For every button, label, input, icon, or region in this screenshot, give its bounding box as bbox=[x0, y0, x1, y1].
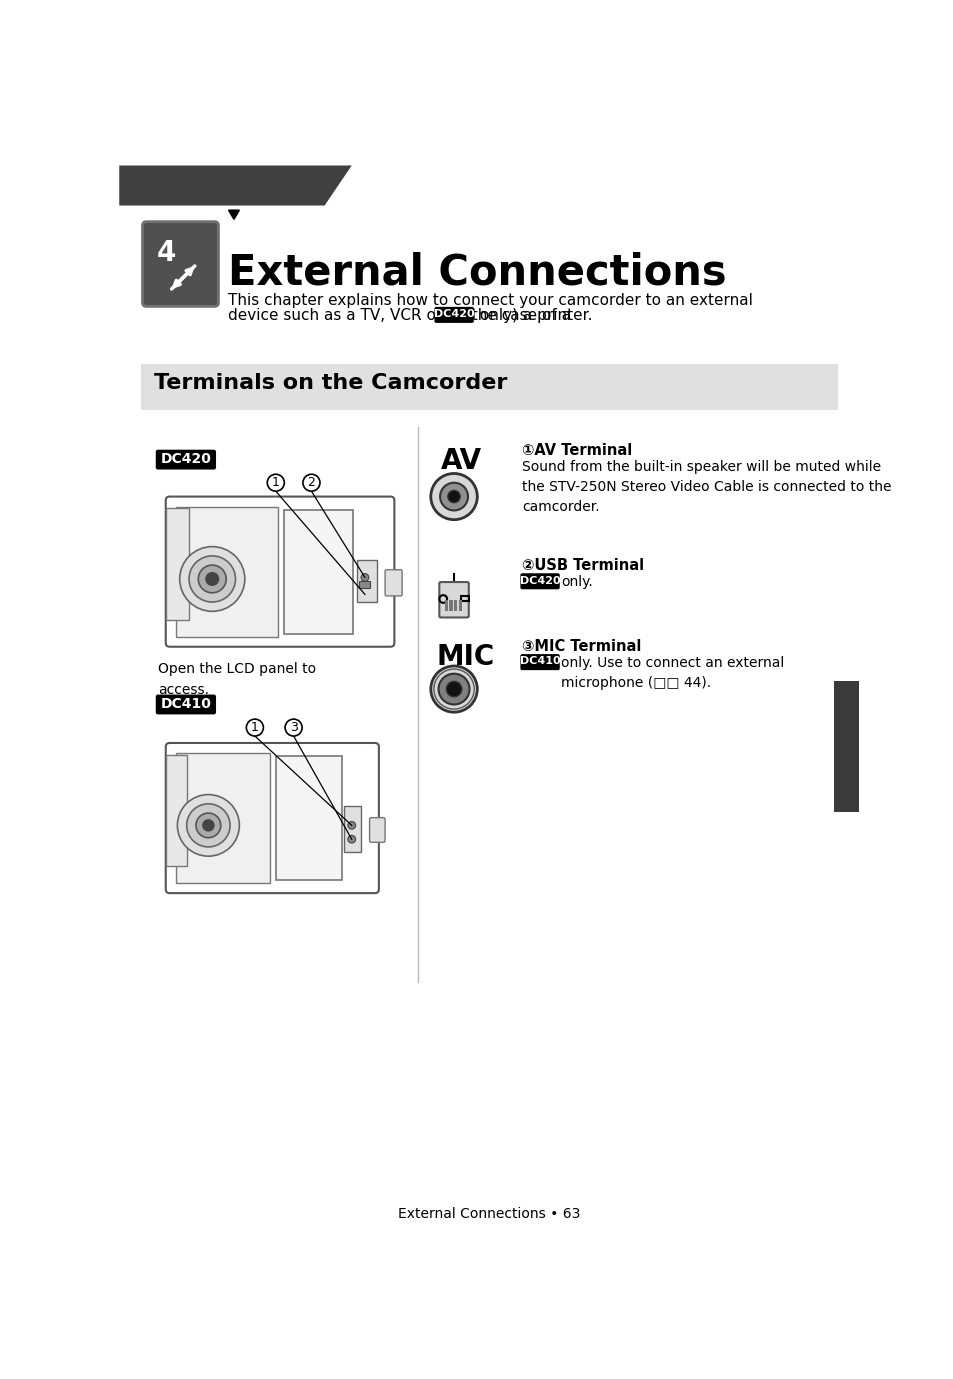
Circle shape bbox=[203, 821, 213, 830]
Text: DC410: DC410 bbox=[160, 696, 212, 710]
Circle shape bbox=[446, 681, 461, 696]
Bar bbox=[444, 600, 447, 611]
Text: 1: 1 bbox=[251, 721, 258, 734]
Text: 3: 3 bbox=[290, 721, 297, 734]
Bar bbox=[833, 681, 858, 812]
FancyBboxPatch shape bbox=[439, 582, 468, 618]
Bar bbox=[454, 600, 456, 611]
Text: only. Use to connect an external
microphone (□□ 44).: only. Use to connect an external microph… bbox=[560, 656, 783, 690]
Text: DC420: DC420 bbox=[160, 452, 212, 466]
Bar bbox=[344, 807, 360, 852]
FancyBboxPatch shape bbox=[520, 574, 558, 589]
Circle shape bbox=[177, 794, 239, 856]
Circle shape bbox=[198, 565, 226, 593]
Text: only.: only. bbox=[560, 575, 592, 589]
Text: AV: AV bbox=[440, 447, 481, 474]
Text: 2: 2 bbox=[307, 476, 315, 490]
Text: 4: 4 bbox=[157, 240, 176, 268]
Text: Terminals on the Camcorder: Terminals on the Camcorder bbox=[154, 374, 507, 393]
Text: Sound from the built-in speaker will be muted while
the STV-250N Stereo Video Ca: Sound from the built-in speaker will be … bbox=[521, 459, 891, 514]
Circle shape bbox=[348, 822, 355, 829]
FancyBboxPatch shape bbox=[369, 818, 385, 843]
Text: External Connections: External Connections bbox=[228, 252, 725, 294]
Text: External Connections • 63: External Connections • 63 bbox=[397, 1207, 579, 1222]
Bar bbox=[449, 600, 452, 611]
Text: This chapter explains how to connect your camcorder to an external: This chapter explains how to connect you… bbox=[228, 292, 752, 308]
Polygon shape bbox=[229, 210, 239, 219]
Text: ①AV Terminal: ①AV Terminal bbox=[521, 443, 632, 458]
Text: Open the LCD panel to
access.: Open the LCD panel to access. bbox=[158, 662, 315, 696]
Circle shape bbox=[303, 474, 319, 491]
FancyBboxPatch shape bbox=[435, 308, 473, 323]
Circle shape bbox=[431, 666, 476, 712]
Bar bbox=[166, 754, 187, 866]
Bar bbox=[175, 506, 278, 637]
Circle shape bbox=[439, 483, 468, 510]
FancyBboxPatch shape bbox=[156, 451, 215, 469]
Bar bbox=[458, 600, 461, 611]
Bar bbox=[275, 756, 341, 880]
Bar bbox=[356, 560, 376, 603]
Text: DC410: DC410 bbox=[519, 656, 559, 666]
Circle shape bbox=[438, 674, 469, 705]
Circle shape bbox=[360, 574, 369, 582]
Text: device such as a TV, VCR or (in the case of a: device such as a TV, VCR or (in the case… bbox=[228, 308, 575, 323]
FancyBboxPatch shape bbox=[520, 655, 558, 669]
Text: 1: 1 bbox=[272, 476, 279, 490]
Circle shape bbox=[267, 474, 284, 491]
Circle shape bbox=[179, 546, 245, 611]
Bar bbox=[283, 510, 353, 633]
Circle shape bbox=[206, 572, 218, 585]
Circle shape bbox=[189, 556, 235, 603]
Text: only) a printer.: only) a printer. bbox=[475, 308, 592, 323]
FancyBboxPatch shape bbox=[166, 496, 394, 647]
Circle shape bbox=[246, 718, 263, 736]
Polygon shape bbox=[119, 165, 352, 205]
Bar bbox=[141, 364, 838, 411]
Bar bbox=[166, 507, 189, 619]
Circle shape bbox=[285, 718, 302, 736]
Circle shape bbox=[431, 473, 476, 520]
Bar bbox=[175, 753, 270, 883]
Bar bbox=[359, 581, 370, 589]
Text: DC420: DC420 bbox=[519, 575, 559, 586]
FancyBboxPatch shape bbox=[156, 695, 215, 714]
Circle shape bbox=[348, 836, 355, 843]
FancyBboxPatch shape bbox=[385, 570, 402, 596]
Text: ③MIC Terminal: ③MIC Terminal bbox=[521, 638, 641, 654]
Circle shape bbox=[195, 814, 220, 837]
Circle shape bbox=[187, 804, 230, 847]
Bar bbox=[460, 596, 468, 601]
Text: DC420: DC420 bbox=[434, 309, 474, 319]
Text: MIC: MIC bbox=[436, 643, 495, 670]
FancyBboxPatch shape bbox=[166, 743, 378, 894]
Text: ②USB Terminal: ②USB Terminal bbox=[521, 558, 643, 574]
Circle shape bbox=[447, 491, 459, 503]
FancyBboxPatch shape bbox=[142, 222, 218, 306]
